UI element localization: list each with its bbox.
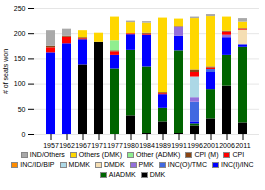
svg-text:2011: 2011 — [235, 142, 250, 149]
html-text:Other (ADMK): Other (ADMK) — [136, 151, 181, 158]
svg-text:50: 50 — [18, 106, 26, 113]
svg-text:0: 0 — [22, 131, 26, 138]
svg-text:1967: 1967 — [75, 142, 91, 149]
html-text:DMK: DMK — [149, 171, 166, 178]
html-text:INC/ID/BIP: INC/ID/BIP — [20, 161, 55, 168]
html-text:CPI (M): CPI (M) — [194, 151, 219, 158]
svg-text:2001: 2001 — [203, 142, 219, 149]
html-text:INC(O)/TMC: INC(O)/TMC — [167, 161, 207, 168]
svg-text:1980: 1980 — [123, 142, 139, 149]
html-text:DMDK: DMDK — [103, 161, 125, 168]
svg-text:1957: 1957 — [43, 142, 59, 149]
html-text:MDMK: MDMK — [68, 161, 90, 168]
svg-text:200: 200 — [14, 30, 26, 37]
svg-text:1971: 1971 — [91, 142, 107, 149]
html-text:INC(I)/INC: INC(I)/INC — [221, 161, 254, 168]
svg-text:1962: 1962 — [59, 142, 75, 149]
html-text:CPI: CPI — [232, 151, 245, 158]
html-text:AIADMK: AIADMK — [108, 171, 136, 178]
svg-text:1991: 1991 — [171, 142, 187, 149]
html-text:PMK: PMK — [138, 161, 154, 168]
svg-text:1984: 1984 — [139, 142, 155, 149]
html-text:IND/Others: IND/Others — [29, 151, 65, 158]
html-text:Others (DMK): Others (DMK) — [78, 151, 122, 158]
svg-text:250: 250 — [14, 5, 26, 12]
svg-text:1977: 1977 — [107, 142, 123, 149]
svg-text:2006: 2006 — [219, 142, 235, 149]
svg-text:150: 150 — [14, 55, 26, 62]
svg-text:1996: 1996 — [187, 142, 203, 149]
svg-text:100: 100 — [14, 80, 26, 87]
svg-text:1989: 1989 — [155, 142, 171, 149]
svg-text:# of seats won: # of seats won — [2, 49, 9, 94]
